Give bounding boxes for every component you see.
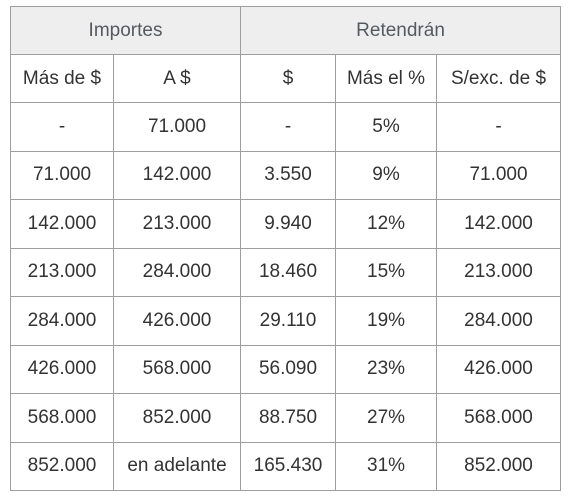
- table-cell: 9%: [335, 150, 438, 200]
- table-cell: 852.000: [10, 441, 114, 491]
- group-header-row: Importes Retendrán: [9, 6, 562, 55]
- table-cell: -: [240, 102, 337, 152]
- table-row: 142.000 213.000 9.940 12% 142.000: [10, 199, 562, 249]
- table-cell: 23%: [335, 344, 438, 394]
- table-cell: 426.000: [112, 296, 242, 346]
- table-cell: 165.430: [240, 441, 337, 491]
- column-header-mas-de: Más de $: [10, 54, 114, 103]
- table-cell: 284.000: [436, 296, 562, 346]
- table-cell: en adelante: [112, 441, 242, 491]
- table-cell: 71.000: [436, 150, 562, 200]
- group-header-retendran: Retendrán: [240, 6, 562, 55]
- column-header-monto-fijo: $: [240, 54, 337, 103]
- table-cell: 426.000: [10, 344, 114, 394]
- table-cell: 213.000: [10, 247, 114, 297]
- table-cell: 142.000: [112, 150, 242, 200]
- table-row: 568.000 852.000 88.750 27% 568.000: [10, 393, 562, 443]
- table-cell: 852.000: [112, 393, 242, 443]
- table-row: 213.000 284.000 18.460 15% 213.000: [10, 247, 562, 297]
- table-cell: 19%: [335, 296, 438, 346]
- table-cell: 852.000: [436, 441, 562, 491]
- table-cell: 5%: [335, 102, 438, 152]
- table-cell: 71.000: [10, 150, 114, 200]
- table-row: 71.000 142.000 3.550 9% 71.000: [10, 150, 562, 200]
- table-cell: 12%: [335, 199, 438, 249]
- table-cell: -: [436, 102, 562, 152]
- table-cell: 213.000: [436, 247, 562, 297]
- table-row: - 71.000 - 5% -: [10, 102, 562, 152]
- table-cell: 284.000: [10, 296, 114, 346]
- table-cell: 568.000: [436, 393, 562, 443]
- table-cell: 31%: [335, 441, 438, 491]
- table-cell: 15%: [335, 247, 438, 297]
- table-cell: 18.460: [240, 247, 337, 297]
- withholding-table: Importes Retendrán Más de $ A $ $ Más el…: [9, 6, 562, 491]
- table-cell: 568.000: [112, 344, 242, 394]
- table-cell: 9.940: [240, 199, 337, 249]
- column-header-a: A $: [112, 54, 242, 103]
- table-cell: 426.000: [436, 344, 562, 394]
- column-header-mas-el-porcentaje: Más el %: [335, 54, 438, 103]
- table-cell: 88.750: [240, 393, 337, 443]
- column-header-row: Más de $ A $ $ Más el % S/exc. de $: [10, 54, 562, 103]
- table-cell: 284.000: [112, 247, 242, 297]
- table-cell: 568.000: [10, 393, 114, 443]
- table-row: 284.000 426.000 29.110 19% 284.000: [10, 296, 562, 346]
- column-header-sobre-excedente: S/exc. de $: [436, 54, 562, 103]
- table-cell: 213.000: [112, 199, 242, 249]
- table-row: 852.000 en adelante 165.430 31% 852.000: [10, 441, 562, 491]
- table-cell: 27%: [335, 393, 438, 443]
- table-cell: 56.090: [240, 344, 337, 394]
- table-cell: -: [10, 102, 114, 152]
- table-cell: 71.000: [112, 102, 242, 152]
- group-header-importes: Importes: [9, 6, 242, 55]
- table-cell: 142.000: [436, 199, 562, 249]
- table-cell: 142.000: [10, 199, 114, 249]
- table-cell: 29.110: [240, 296, 337, 346]
- table-row: 426.000 568.000 56.090 23% 426.000: [10, 344, 562, 394]
- table-cell: 3.550: [240, 150, 337, 200]
